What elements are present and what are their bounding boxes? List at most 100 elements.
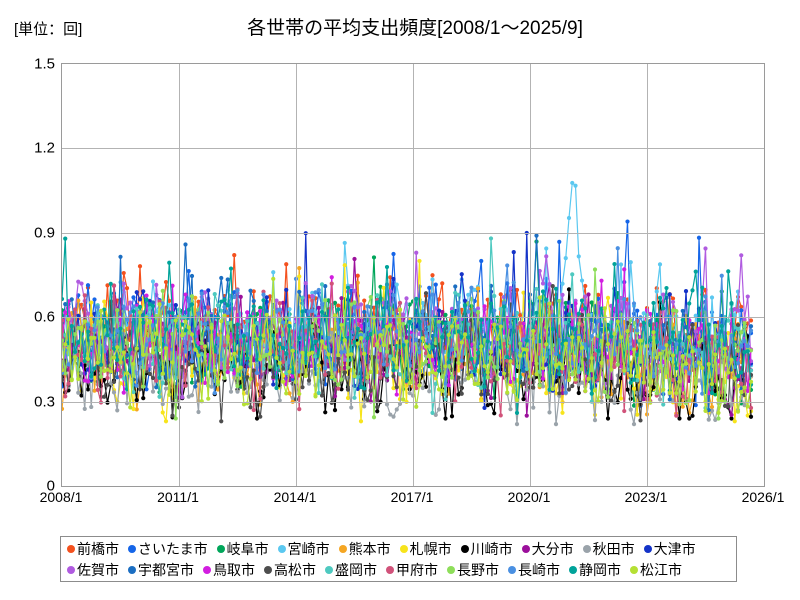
data-point-marker: [144, 293, 149, 298]
data-point-marker: [596, 348, 601, 353]
data-point-marker: [414, 386, 419, 391]
data-point-marker: [391, 251, 396, 257]
y-axis-tick-label: 0.9: [34, 224, 55, 242]
data-point-marker: [303, 328, 308, 333]
plot-area: [61, 63, 765, 487]
data-point-marker: [508, 324, 513, 330]
data-point-marker: [498, 372, 503, 377]
legend-item[interactable]: 鳥取市: [203, 563, 255, 577]
data-point-marker: [732, 306, 737, 312]
data-point-marker: [670, 377, 676, 383]
data-point-marker: [466, 335, 471, 340]
data-point-marker: [537, 295, 542, 300]
data-point-marker: [183, 349, 188, 354]
legend-item[interactable]: 長野市: [447, 563, 499, 577]
legend-item[interactable]: さいたま市: [128, 542, 208, 556]
data-point-marker: [303, 281, 308, 286]
data-point-marker: [661, 292, 666, 297]
data-point-marker: [518, 353, 523, 358]
data-point-marker: [628, 380, 633, 385]
data-point-marker: [631, 403, 637, 408]
legend-item[interactable]: 盛岡市: [325, 563, 377, 577]
data-point-marker: [544, 391, 549, 396]
legend-item[interactable]: 岐阜市: [216, 542, 269, 556]
data-point-marker: [511, 389, 516, 394]
legend-item[interactable]: 札幌市: [399, 542, 452, 556]
data-point-marker: [163, 279, 169, 285]
data-point-marker: [677, 338, 682, 343]
data-point-marker: [352, 374, 357, 379]
data-point-marker: [566, 337, 572, 342]
data-point-marker: [433, 371, 438, 376]
legend-item[interactable]: 大津市: [643, 542, 696, 556]
data-point-marker: [300, 350, 305, 355]
data-point-marker: [479, 258, 484, 264]
data-point-marker: [709, 334, 715, 339]
data-point-marker: [349, 405, 354, 410]
data-point-marker: [553, 362, 559, 367]
data-point-marker: [316, 328, 321, 333]
data-point-marker: [124, 358, 130, 364]
data-point-marker: [306, 378, 312, 383]
legend-item[interactable]: 前橋市: [67, 542, 119, 556]
legend-item[interactable]: 佐賀市: [67, 563, 119, 577]
legend-item[interactable]: 宇都宮市: [128, 563, 194, 577]
legend-label: 松江市: [640, 561, 682, 578]
data-point-marker: [391, 368, 396, 373]
data-point-marker: [82, 358, 87, 364]
data-point-marker: [362, 309, 367, 315]
data-point-marker: [170, 311, 175, 316]
legend-marker-icon: [386, 565, 394, 574]
data-point-marker: [401, 343, 406, 348]
data-point-marker: [261, 354, 266, 359]
legend-item[interactable]: 静岡市: [569, 563, 621, 577]
data-point-marker: [391, 385, 396, 391]
legend-item[interactable]: 甲府市: [386, 563, 438, 577]
legend-item[interactable]: 高松市: [264, 563, 316, 577]
data-point-marker: [586, 312, 591, 318]
data-point-marker: [232, 364, 237, 369]
data-point-marker: [163, 381, 169, 386]
data-point-marker: [141, 396, 146, 401]
data-point-marker: [76, 390, 81, 395]
data-point-marker: [573, 377, 578, 382]
data-point-marker: [63, 394, 68, 399]
data-point-marker: [232, 351, 237, 356]
data-point-marker: [674, 391, 679, 396]
data-point-marker: [368, 369, 373, 374]
data-point-marker: [62, 338, 65, 343]
data-point-marker: [212, 390, 217, 396]
data-point-marker: [573, 183, 578, 188]
data-point-marker: [95, 360, 100, 365]
data-point-marker: [316, 363, 321, 368]
data-point-marker: [404, 339, 409, 344]
data-point-marker: [729, 333, 734, 338]
legend-item[interactable]: 松江市: [630, 563, 682, 577]
data-point-marker: [524, 387, 529, 392]
legend-item[interactable]: 秋田市: [582, 542, 635, 556]
data-point-marker: [427, 389, 432, 394]
data-point-marker: [62, 368, 65, 373]
legend-item[interactable]: 川崎市: [460, 542, 513, 556]
data-point-marker: [661, 323, 666, 328]
data-point-marker: [342, 263, 347, 268]
legend-item[interactable]: 宮崎市: [277, 542, 330, 556]
data-point-marker: [388, 354, 393, 359]
legend-item[interactable]: 熊本市: [338, 542, 391, 556]
y-axis-tick-label: 0: [46, 477, 55, 495]
legend-item[interactable]: 長崎市: [508, 563, 560, 577]
data-point-marker: [583, 342, 588, 347]
data-point-marker: [713, 392, 718, 397]
data-point-marker: [628, 373, 633, 378]
legend-item[interactable]: 大分市: [521, 542, 574, 556]
data-point-marker: [297, 266, 302, 271]
data-point-marker: [612, 261, 617, 267]
data-point-marker: [375, 300, 380, 305]
data-point-marker: [479, 344, 484, 349]
data-point-marker: [443, 397, 448, 402]
data-point-marker: [511, 249, 516, 255]
data-point-marker: [427, 344, 432, 349]
data-point-marker: [215, 379, 221, 384]
data-point-marker: [254, 337, 260, 342]
data-point-marker: [235, 389, 240, 394]
